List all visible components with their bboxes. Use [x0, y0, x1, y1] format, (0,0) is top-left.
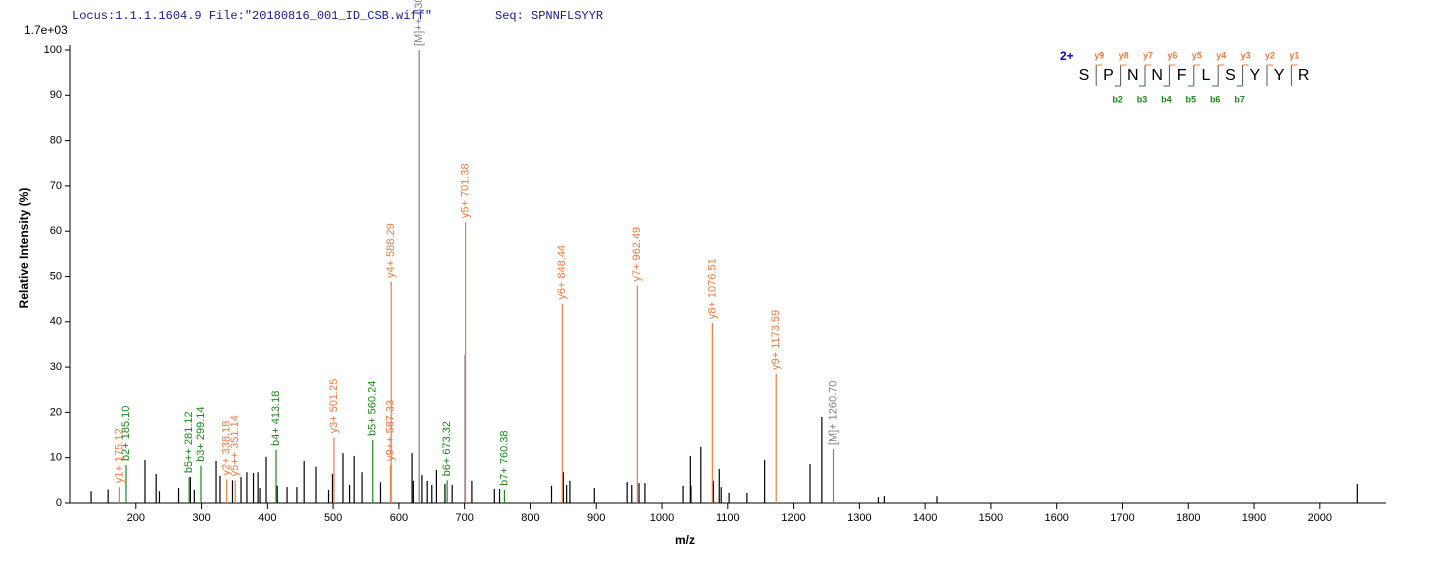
- y-axis-label: Relative Intensity (%): [17, 188, 31, 309]
- peak-label: b3+ 299.14: [195, 406, 207, 461]
- residue: P: [1103, 67, 1114, 84]
- peak-label: [M]+ 1260.70: [827, 381, 839, 446]
- x-tick-label: 900: [587, 512, 605, 524]
- peak-label: y5+ 701.38: [459, 163, 471, 218]
- b-ion-label: b4: [1161, 94, 1172, 104]
- peak-label: b6+ 673.32: [441, 421, 453, 476]
- peak-label: b2+ 185.10: [120, 406, 132, 461]
- x-axis-label: m/z: [675, 533, 695, 547]
- peak-label: b4+ 413.18: [270, 391, 282, 446]
- y-tick-label: 30: [50, 361, 62, 373]
- residue: F: [1177, 67, 1187, 84]
- x-tick-label: 200: [127, 512, 145, 524]
- y-tick-label: 10: [50, 452, 62, 464]
- y-tick-label: 40: [50, 316, 62, 328]
- y-tick-label: 70: [50, 180, 62, 192]
- residue: Y: [1249, 67, 1260, 84]
- peak-label: b7+ 760.38: [498, 430, 510, 485]
- peak-label: b5+ 560.24: [367, 381, 379, 436]
- y-ion-label: y8: [1119, 50, 1129, 60]
- peak-label: [M]++ 630.80: [413, 0, 425, 46]
- x-tick-label: 1400: [913, 512, 937, 524]
- peak-label: y5++ 351.14: [229, 415, 241, 476]
- residue: Y: [1274, 67, 1285, 84]
- y-ion-label: y3: [1241, 50, 1251, 60]
- header-seq: Seq: SPNNFLSYYR: [495, 9, 603, 23]
- x-tick-label: 500: [324, 512, 342, 524]
- x-tick-label: 1100: [716, 512, 740, 524]
- y-tick-label: 50: [50, 270, 62, 282]
- residue: R: [1298, 67, 1310, 84]
- y-tick-label: 60: [50, 225, 62, 237]
- charge-label: 2+: [1060, 49, 1074, 63]
- x-tick-label: 600: [390, 512, 408, 524]
- b-ion-label: b2: [1112, 94, 1123, 104]
- y-ion-label: y9: [1094, 50, 1104, 60]
- b-ion-label: b5: [1186, 94, 1197, 104]
- b-ion-label: b6: [1210, 94, 1221, 104]
- y-tick-label: 0: [56, 497, 62, 509]
- peak-label: y3+ 501.25: [328, 379, 340, 434]
- peak-label: y7+ 962.49: [631, 227, 643, 282]
- x-tick-label: 1800: [1176, 512, 1200, 524]
- y-tick-label: 20: [50, 406, 62, 418]
- x-tick-label: 300: [192, 512, 210, 524]
- y-ion-label: y2: [1265, 50, 1275, 60]
- peak-label: y2+ 338.18: [221, 421, 233, 476]
- x-tick-label: 1900: [1242, 512, 1266, 524]
- x-tick-label: 800: [521, 512, 539, 524]
- x-tick-label: 700: [456, 512, 474, 524]
- x-tick-label: 400: [258, 512, 276, 524]
- peak-label: b5++ 281.12: [183, 411, 195, 473]
- residue: N: [1127, 67, 1139, 84]
- y-tick-label: 100: [44, 44, 62, 56]
- x-tick-label: 1300: [847, 512, 871, 524]
- y-ion-label: y6: [1167, 50, 1177, 60]
- residue: S: [1079, 67, 1090, 84]
- y-ion-label: y7: [1143, 50, 1153, 60]
- y-scale-label: 1.7e+03: [24, 23, 68, 37]
- peak-label: y6+ 848.44: [556, 245, 568, 300]
- x-tick-label: 1500: [979, 512, 1003, 524]
- x-tick-label: 1700: [1110, 512, 1134, 524]
- residue: L: [1202, 67, 1211, 84]
- header-locus: Locus:1.1.1.1604.9 File:"20180816_001_ID…: [72, 9, 432, 23]
- y-ion-label: y5: [1192, 50, 1202, 60]
- y-ion-label: y1: [1289, 50, 1299, 60]
- residue: S: [1225, 67, 1236, 84]
- y-tick-label: 80: [50, 135, 62, 147]
- b-ion-label: b7: [1234, 94, 1245, 104]
- y-ion-label: y4: [1216, 50, 1226, 60]
- x-tick-label: 1000: [650, 512, 674, 524]
- residue: N: [1151, 67, 1163, 84]
- y-tick-label: 90: [50, 89, 62, 101]
- peak-label: y4+ 588.29: [385, 223, 397, 278]
- x-tick-label: 2000: [1308, 512, 1332, 524]
- x-tick-label: 1600: [1044, 512, 1068, 524]
- x-tick-label: 1200: [781, 512, 805, 524]
- peak-label: y8+ 1076.51: [706, 258, 718, 319]
- peak-label: y1+ 175.12: [113, 428, 125, 483]
- peak-label: y9++ 587.33: [384, 400, 396, 461]
- peak-label: y9+ 1173.59: [770, 310, 782, 370]
- b-ion-label: b3: [1137, 94, 1148, 104]
